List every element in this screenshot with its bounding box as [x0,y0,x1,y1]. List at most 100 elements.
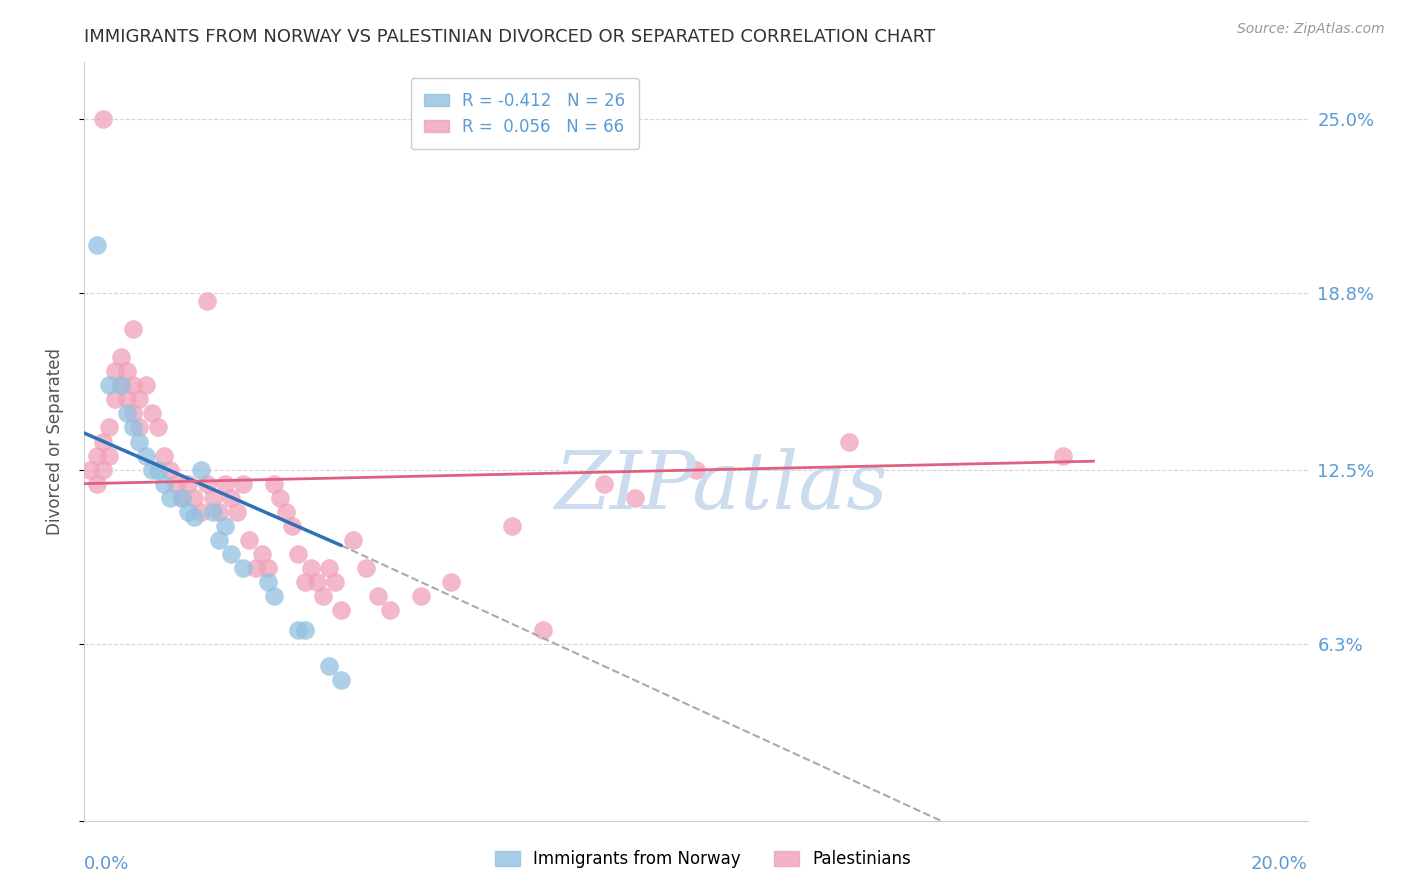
Point [195,476,218,491]
Point [110,351,132,365]
Point [318,659,340,673]
Point [190,462,212,476]
Point [440,574,463,589]
Point [208,505,231,519]
Point [409,589,432,603]
Text: 0.0%: 0.0% [84,855,129,872]
Point [208,533,231,547]
Point [91,434,114,449]
Point [354,561,377,575]
Point [165,476,187,491]
Point [201,491,224,505]
Point [135,378,157,392]
Point [250,547,273,561]
Point [263,589,285,603]
Point [838,434,860,449]
Point [323,574,346,589]
Point [214,518,236,533]
Point [122,378,145,392]
Point [128,420,150,434]
Point [91,112,114,126]
Point [380,603,402,617]
Point [269,491,291,505]
Point [201,505,224,519]
Text: 20.0%: 20.0% [1251,855,1308,872]
Point [195,294,218,309]
Point [238,533,260,547]
Point [110,378,132,392]
Point [318,561,340,575]
Point [232,476,254,491]
Point [135,449,157,463]
Point [294,574,316,589]
Point [146,420,169,434]
Point [115,392,138,407]
Point [141,462,163,476]
Point [287,547,309,561]
Point [97,420,120,434]
Point [330,603,353,617]
Point [86,476,108,491]
Legend: R = -0.412   N = 26, R =  0.056   N = 66: R = -0.412 N = 26, R = 0.056 N = 66 [411,78,638,149]
Legend: Immigrants from Norway, Palestinians: Immigrants from Norway, Palestinians [488,844,918,875]
Point [257,574,280,589]
Point [624,491,647,505]
Point [153,449,176,463]
Point [1052,449,1074,463]
Point [312,589,335,603]
Point [177,505,200,519]
Point [531,623,554,637]
Point [97,449,120,463]
Point [226,505,249,519]
Text: ZIPatlas: ZIPatlas [554,449,887,525]
Point [276,505,298,519]
Point [305,574,328,589]
Text: Source: ZipAtlas.com: Source: ZipAtlas.com [1237,22,1385,37]
Point [502,518,524,533]
Point [153,476,176,491]
Point [110,378,132,392]
Point [122,322,145,336]
Point [219,547,242,561]
Point [115,364,138,378]
Y-axis label: Divorced or Separated: Divorced or Separated [45,348,63,535]
Point [287,623,309,637]
Point [104,364,127,378]
Point [115,407,138,421]
Point [219,491,242,505]
Point [593,476,616,491]
Point [190,505,212,519]
Point [141,407,163,421]
Point [86,238,108,252]
Point [177,476,200,491]
Point [367,589,389,603]
Point [245,561,267,575]
Point [183,510,205,524]
Point [263,476,285,491]
Point [299,561,322,575]
Point [86,449,108,463]
Point [79,462,101,476]
Point [122,420,145,434]
Point [159,462,181,476]
Point [342,533,364,547]
Point [183,491,205,505]
Point [91,462,114,476]
Point [128,434,150,449]
Point [685,462,707,476]
Point [232,561,254,575]
Point [104,392,127,407]
Text: IMMIGRANTS FROM NORWAY VS PALESTINIAN DIVORCED OR SEPARATED CORRELATION CHART: IMMIGRANTS FROM NORWAY VS PALESTINIAN DI… [84,28,935,45]
Point [146,462,169,476]
Point [122,407,145,421]
Point [97,378,120,392]
Point [281,518,304,533]
Point [257,561,280,575]
Point [172,491,194,505]
Point [214,476,236,491]
Point [330,673,353,688]
Point [128,392,150,407]
Point [159,491,181,505]
Point [172,491,194,505]
Point [294,623,316,637]
